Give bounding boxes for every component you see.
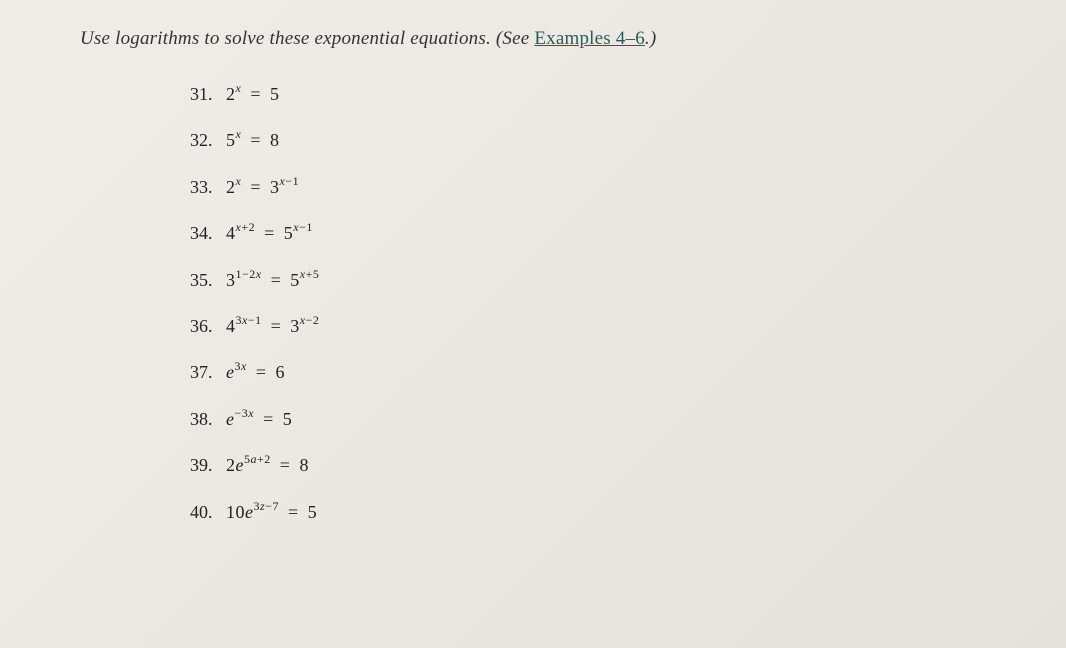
problem-row: 32. 5x = 8 bbox=[190, 128, 1006, 152]
equation: e3x = 6 bbox=[226, 360, 285, 384]
equation: 4x+2 = 5x−1 bbox=[226, 221, 313, 245]
instruction-suffix: .) bbox=[645, 28, 656, 49]
problem-row: 33. 2x = 3x−1 bbox=[190, 175, 1006, 199]
problem-row: 39. 2e5a+2 = 8 bbox=[190, 453, 1006, 477]
problem-row: 40. 10e3z−7 = 5 bbox=[190, 500, 1006, 524]
problem-row: 34. 4x+2 = 5x−1 bbox=[190, 221, 1006, 245]
problem-number: 38. bbox=[190, 408, 220, 431]
problem-number: 36. bbox=[190, 315, 220, 338]
instruction-text: Use logarithms to solve these exponentia… bbox=[80, 28, 1006, 50]
examples-link[interactable]: Examples 4–6 bbox=[534, 28, 645, 49]
problem-number: 32. bbox=[190, 129, 220, 152]
problem-number: 34. bbox=[190, 222, 220, 245]
problem-list: 31. 2x = 5 32. 5x = 8 33. 2x = 3x−1 34. 4x+… bbox=[190, 82, 1006, 524]
instruction-prefix: Use logarithms to solve these exponentia… bbox=[80, 28, 534, 49]
problem-number: 35. bbox=[190, 269, 220, 292]
problem-number: 31. bbox=[190, 83, 220, 106]
equation: 5x = 8 bbox=[226, 128, 279, 152]
problem-row: 35. 31−2x = 5x+5 bbox=[190, 268, 1006, 292]
problem-row: 31. 2x = 5 bbox=[190, 82, 1006, 106]
problem-number: 39. bbox=[190, 454, 220, 477]
problem-row: 37. e3x = 6 bbox=[190, 360, 1006, 384]
equation: 31−2x = 5x+5 bbox=[226, 268, 319, 292]
problem-number: 37. bbox=[190, 361, 220, 384]
equation: 2x = 5 bbox=[226, 82, 279, 106]
equation: 10e3z−7 = 5 bbox=[226, 500, 317, 524]
equation: 2e5a+2 = 8 bbox=[226, 453, 309, 477]
problem-row: 38. e−3x = 5 bbox=[190, 407, 1006, 431]
equation: 43x−1 = 3x−2 bbox=[226, 314, 319, 338]
problem-row: 36. 43x−1 = 3x−2 bbox=[190, 314, 1006, 338]
equation: 2x = 3x−1 bbox=[226, 175, 299, 199]
equation: e−3x = 5 bbox=[226, 407, 292, 431]
problem-number: 33. bbox=[190, 176, 220, 199]
problem-number: 40. bbox=[190, 501, 220, 524]
